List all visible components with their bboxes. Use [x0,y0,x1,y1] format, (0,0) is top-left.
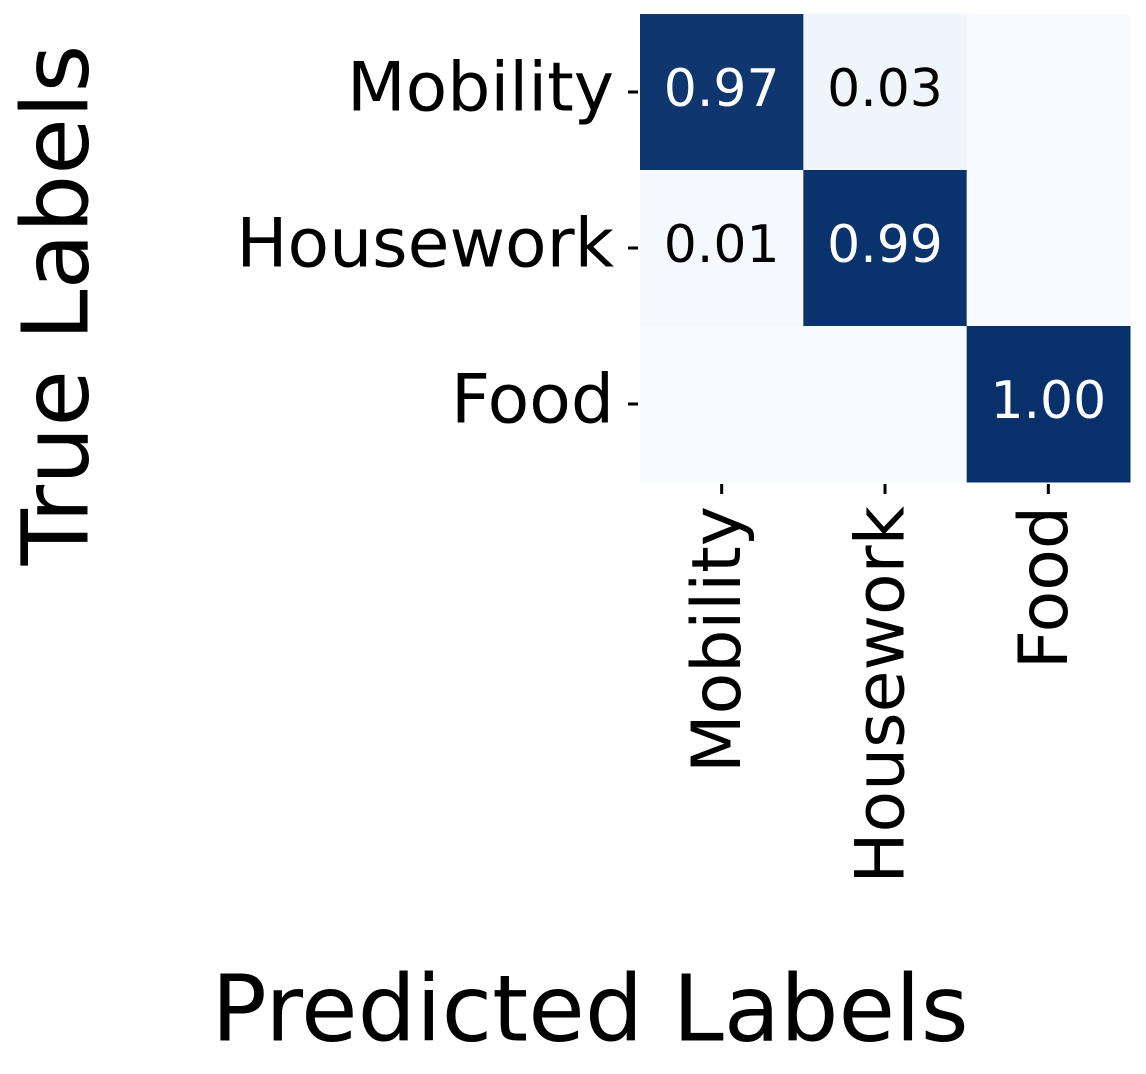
cell-label: 0.01 [664,215,780,275]
cell-label: 1.00 [990,371,1106,431]
heatmap-cell [803,326,968,483]
cell-label: 0.03 [827,59,943,119]
heatmap-cell [966,14,1131,171]
heatmap-cell [640,170,804,327]
y-tick-label: Housework [236,205,614,284]
y-axis-label: True Labels [2,45,109,567]
heatmap-cell [640,326,804,483]
y-tick-label: Mobility [347,49,614,128]
x-tick-label: Housework [842,505,921,883]
x-axis-label: Predicted Labels [211,955,968,1062]
heatmap-cell [640,14,804,171]
cell-label: 0.99 [827,215,943,275]
cell-label: 0.97 [664,59,780,119]
heatmap-cell [803,170,968,327]
x-tick-label: Mobility [678,506,757,773]
heatmap-cell [966,326,1131,483]
x-tick-label: Food [1005,506,1084,669]
heatmap-cell [803,14,968,171]
heatmap-cell [966,170,1131,327]
y-tick-label: Food [451,361,614,440]
